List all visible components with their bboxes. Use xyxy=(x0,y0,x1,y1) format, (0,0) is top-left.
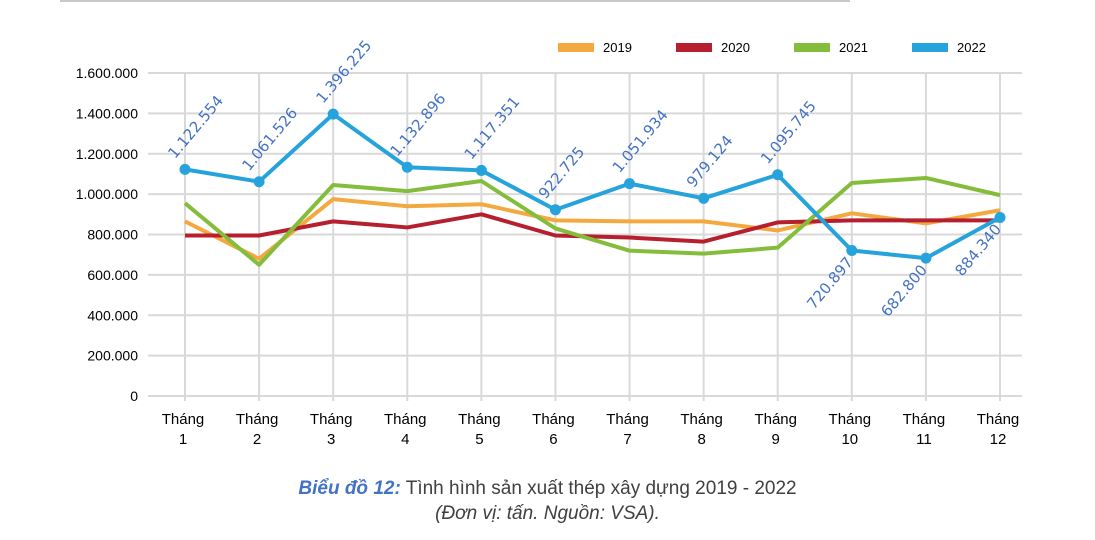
data-label: 1.051.934 xyxy=(609,106,672,176)
data-point-marker xyxy=(624,178,636,190)
x-tick-label: 9 xyxy=(772,431,780,448)
legend-swatch-2020 xyxy=(676,43,712,52)
x-tick-label: Tháng xyxy=(458,411,501,428)
series-line-2022 xyxy=(184,112,1001,261)
x-tick-label: Tháng xyxy=(680,411,723,428)
data-point-marker xyxy=(253,176,265,188)
legend-swatch-2019 xyxy=(558,43,594,52)
data-point-marker xyxy=(846,244,858,256)
x-tick-label: Tháng xyxy=(903,411,946,428)
x-tick-label: 5 xyxy=(475,431,483,448)
data-label: 1.061.526 xyxy=(238,104,301,174)
data-point-marker xyxy=(549,204,561,216)
chart-legend: 2019 2020 2021 2022 xyxy=(558,40,1030,55)
y-tick-label: 600.000 xyxy=(87,267,138,283)
x-tick-label: Tháng xyxy=(829,411,872,428)
data-point-marker xyxy=(179,163,191,175)
x-tick-label: 4 xyxy=(401,431,409,448)
line-chart: 0 200.000 400.000 600.000 800.000 1.000.000 1.… xyxy=(76,37,1022,448)
legend-item-2022: 2022 xyxy=(912,40,1030,55)
legend-item-2019: 2019 xyxy=(558,40,676,55)
x-tick-label: Tháng xyxy=(977,411,1020,428)
top-divider xyxy=(60,0,850,2)
x-tick-label: Tháng xyxy=(236,411,279,428)
data-point-marker xyxy=(994,211,1006,223)
x-tick-label: 8 xyxy=(697,431,705,448)
chart-series xyxy=(179,108,1006,267)
data-label: 1.396.225 xyxy=(312,37,375,107)
y-tick-label: 1.000.000 xyxy=(76,186,138,202)
y-tick-label: 200.000 xyxy=(87,348,138,364)
x-tick-label: 10 xyxy=(841,431,858,448)
y-tick-label: 0 xyxy=(130,388,138,404)
data-point-marker xyxy=(920,252,932,264)
data-label: 682.800 xyxy=(877,261,931,320)
x-tick-label: Tháng xyxy=(310,411,353,428)
y-tick-label: 800.000 xyxy=(87,227,138,243)
legend-label: 2021 xyxy=(839,40,868,55)
data-point-marker xyxy=(698,192,710,204)
chart-caption: Biểu đồ 12: Tình hình sản xuất thép xây … xyxy=(0,478,1095,500)
data-label: 979.124 xyxy=(683,132,737,191)
y-tick-label: 1.200.000 xyxy=(76,146,138,162)
chart-grid xyxy=(148,72,1022,401)
x-tick-label: 12 xyxy=(990,431,1007,448)
data-label: 1.095.745 xyxy=(757,97,820,167)
y-tick-label: 1.400.000 xyxy=(76,105,138,121)
x-tick-label: 2 xyxy=(253,431,261,448)
y-tick-label: 400.000 xyxy=(87,307,138,323)
x-tick-label: 7 xyxy=(623,431,631,448)
x-tick-label: 1 xyxy=(179,431,187,448)
legend-swatch-2021 xyxy=(794,43,830,52)
series-line-2020 xyxy=(185,212,1000,244)
x-tick-label: Tháng xyxy=(532,411,575,428)
caption-title: Tình hình sản xuất thép xây dựng 2019 - … xyxy=(405,478,797,499)
x-tick-label: Tháng xyxy=(606,411,649,428)
y-axis-labels: 0 200.000 400.000 600.000 800.000 1.000.000 1.… xyxy=(76,65,139,404)
legend-item-2020: 2020 xyxy=(676,40,794,55)
x-tick-label: Tháng xyxy=(754,411,797,428)
x-tick-label: 3 xyxy=(327,431,335,448)
caption-lead: Biểu đồ 12: xyxy=(298,478,401,499)
legend-label: 2020 xyxy=(721,40,750,55)
data-point-marker xyxy=(401,161,413,173)
y-tick-label: 1.600.000 xyxy=(76,65,138,81)
x-tick-label: Tháng xyxy=(384,411,427,428)
data-label: 720.897 xyxy=(803,253,857,312)
x-axis-labels: Tháng 1 Tháng 2 Tháng 3 Tháng 4 Tháng 5 Tháng 6 Thán… xyxy=(162,411,1020,448)
caption-note: (Đơn vị: tấn. Nguồn: VSA). xyxy=(435,503,660,524)
data-label: 1.117.351 xyxy=(461,93,524,163)
data-point-marker xyxy=(475,164,487,176)
data-label: 1.132.896 xyxy=(387,90,450,160)
data-point-marker xyxy=(772,169,784,181)
legend-label: 2019 xyxy=(603,40,632,55)
x-tick-label: 11 xyxy=(916,431,932,448)
data-point-marker xyxy=(327,108,339,120)
legend-item-2021: 2021 xyxy=(794,40,912,55)
legend-label: 2022 xyxy=(957,40,986,55)
legend-swatch-2022 xyxy=(912,43,948,52)
series-line-2021 xyxy=(183,175,1001,267)
data-label: 1.122.554 xyxy=(164,92,227,162)
x-tick-label: Tháng xyxy=(162,411,205,428)
x-tick-label: 6 xyxy=(549,431,557,448)
series-line-2019 xyxy=(184,197,1001,261)
